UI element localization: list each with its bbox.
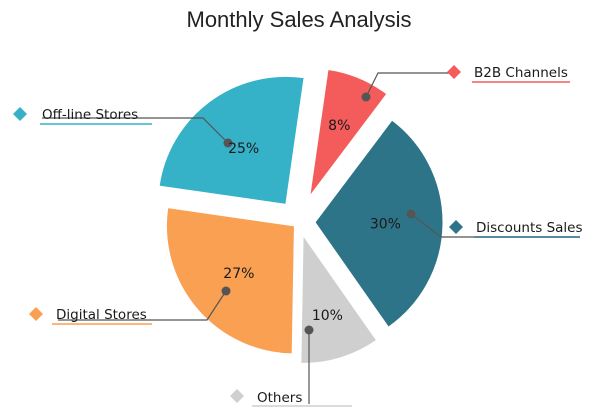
leader-dot-others	[304, 325, 314, 335]
percent-label-others: 10%	[312, 308, 343, 324]
legend-label-off-line-stores: Off-line Stores	[42, 107, 138, 123]
legend-label-b2b-channels: B2B Channels	[474, 65, 568, 81]
legend-marker-others	[230, 389, 244, 403]
percent-label-digital-stores: 27%	[223, 266, 254, 282]
legend-marker-off-line-stores	[13, 107, 27, 121]
slice-discounts-sales	[314, 119, 444, 328]
legend-marker-discounts-sales	[449, 220, 463, 234]
labels-layer: 30% Discounts Sales 10% Others 27% Digital St…	[13, 65, 583, 407]
leader-line-digital-stores	[58, 290, 227, 321]
leaders-layer	[42, 72, 580, 404]
percent-label-discounts-sales: 30%	[370, 217, 401, 233]
slice-digital-stores	[165, 207, 295, 355]
chart-title: Monthly Sales Analysis	[187, 7, 412, 32]
slice-others	[300, 233, 378, 364]
legend-marker-digital-stores	[29, 307, 43, 321]
legend-label-others: Others	[257, 390, 302, 406]
legend-label-discounts-sales: Discounts Sales	[476, 220, 583, 236]
leader-line-b2b-channels	[365, 72, 451, 98]
leader-dot-digital-stores	[221, 286, 231, 296]
legend-marker-b2b-channels	[447, 65, 461, 79]
leader-line-off-line-stores	[42, 117, 229, 144]
legend-label-digital-stores: Digital Stores	[56, 307, 147, 323]
leader-dot-off-line-stores	[223, 138, 233, 148]
percent-label-off-line-stores: 25%	[228, 141, 259, 157]
leader-dot-b2b-channels	[361, 92, 371, 102]
leader-dot-discounts-sales	[406, 209, 416, 219]
percent-label-b2b-channels: 8%	[328, 118, 350, 134]
